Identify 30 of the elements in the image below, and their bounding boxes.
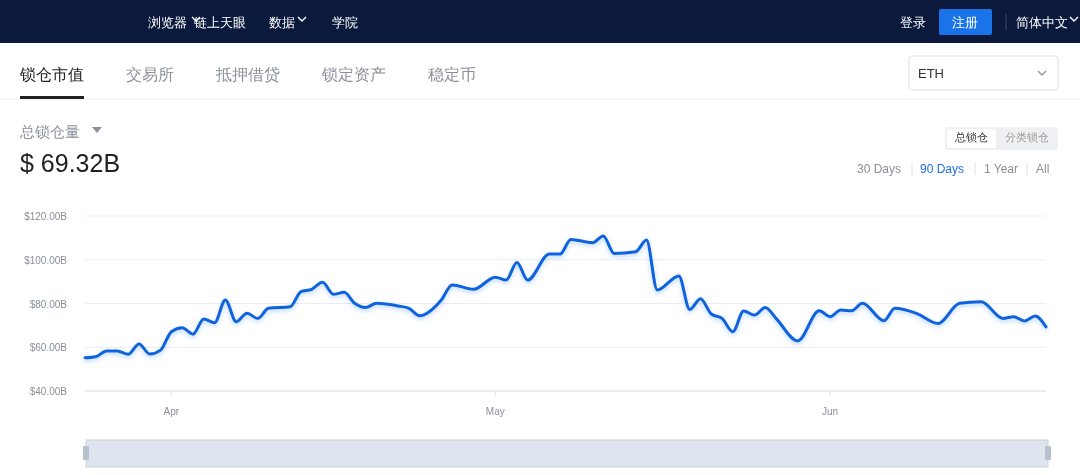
text: 登录 [900,15,926,30]
y-tick-label: $100.00B [24,254,68,266]
text: 交易所 [126,66,174,83]
x-tick-label: Apr [163,406,180,417]
x-tick-label: Jun [821,406,839,417]
y-tick-label: $120.00B [24,211,68,222]
text: 1 Year [984,162,1019,176]
chart-title: 总锁仓量 [19,123,80,140]
text: 数据 [269,15,295,30]
text: 30 Days [857,162,902,176]
text: 总锁仓 [953,131,988,143]
text: 分类锁仓 [1005,131,1049,143]
text: 90 Days [920,162,965,176]
text: 注册 [952,15,978,30]
text: 简体中文 [1016,15,1068,30]
chart-subtitle: $ 69.32B [20,149,121,177]
y-tick-label: $80.00B [29,298,68,310]
y-tick-label: $60.00B [29,342,68,354]
text: ETH [918,66,944,81]
text: 浏览器 [148,15,187,30]
text: 稳定币 [428,66,476,83]
text: 锁定资产 [321,66,386,83]
x-tick-label: May [485,406,505,417]
text: All [1036,162,1050,176]
text: 链上天眼 [193,15,246,30]
text: 学院 [332,15,358,30]
text: 抵押借贷 [215,66,280,83]
line-series [83,234,1048,360]
y-tick-label: $40.00B [29,386,68,397]
text: 锁仓市值 [19,66,84,83]
